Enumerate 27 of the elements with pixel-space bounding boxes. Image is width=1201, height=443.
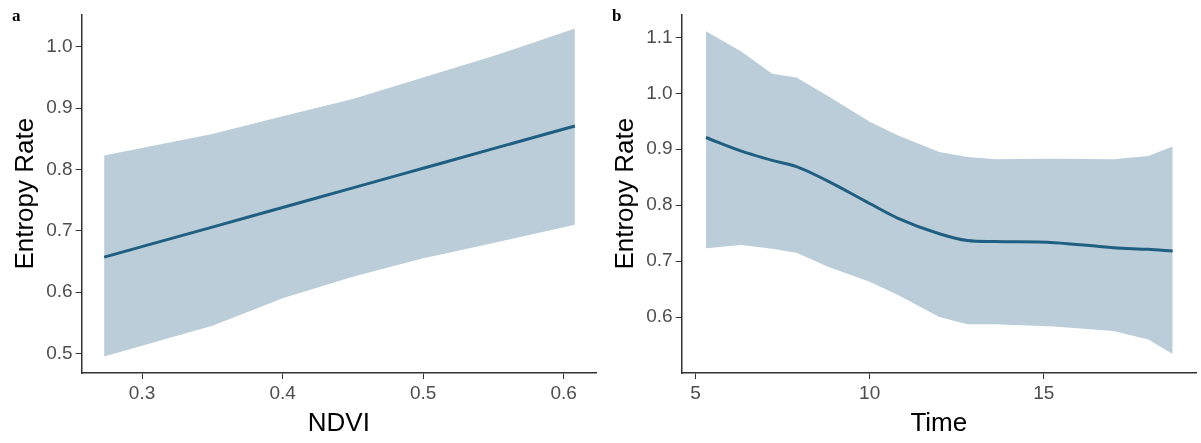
y-axis-title: Entropy Rate — [608, 117, 639, 270]
x-tick-label: 15 — [1033, 381, 1055, 403]
x-tick-label: 0.5 — [409, 381, 437, 403]
y-tick-label: 0.8 — [646, 193, 673, 215]
x-tick-label: 5 — [690, 381, 701, 403]
y-tick-label: 1.1 — [646, 25, 673, 47]
x-tick-label: 0.6 — [550, 381, 577, 403]
x-tick-label: 10 — [859, 381, 881, 403]
chart-title: b — [612, 5, 622, 25]
x-axis-title: Time — [910, 406, 968, 437]
y-tick-label: 1.0 — [646, 81, 673, 103]
y-axis-title: Entropy Rate — [8, 117, 39, 270]
y-tick-label: 0.8 — [46, 157, 73, 179]
y-tick-label: 0.5 — [46, 341, 73, 363]
chart-title: a — [12, 5, 21, 25]
y-tick-label: 1.0 — [46, 35, 73, 57]
y-tick-label: 0.9 — [646, 137, 673, 159]
x-tick-label: 0.3 — [128, 381, 156, 403]
y-tick-label: 0.7 — [646, 249, 673, 271]
y-tick-label: 0.7 — [46, 219, 73, 241]
line-series — [704, 135, 1175, 253]
x-tick-label: 0.4 — [269, 381, 297, 403]
line-series — [102, 124, 577, 259]
y-tick-label: 0.6 — [46, 280, 73, 302]
x-axis-title: NDVI — [307, 406, 370, 437]
y-tick-label: 0.9 — [46, 96, 73, 118]
y-tick-label: 0.6 — [646, 305, 673, 327]
